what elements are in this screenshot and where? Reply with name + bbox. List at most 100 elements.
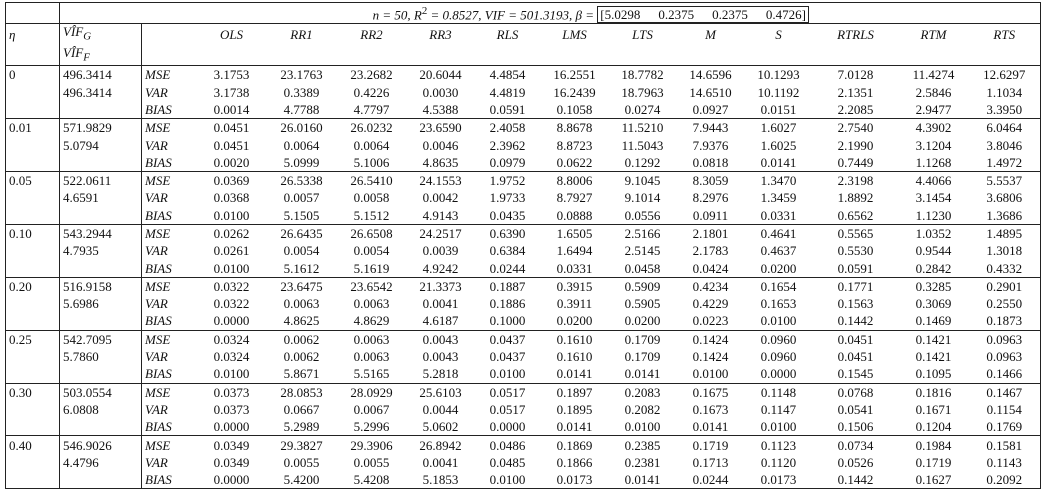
metric-label: VAR (145, 190, 168, 206)
value-cell: 2.1801 (676, 223, 745, 243)
metric-label: MSE (141, 170, 197, 190)
page: n = 50, R2 = 0.8527, VIF = 501.3193, β =… (5, 2, 1042, 489)
value-cell: 3.8046 (968, 136, 1042, 154)
value-cell: 7.0128 (837, 67, 874, 83)
value-cell: 0.0062 (283, 349, 320, 365)
value-cell: 4.7788 (283, 101, 320, 117)
value-cell: 0.0960 (744, 329, 813, 348)
value-cell: 0.4641 (744, 223, 813, 243)
value-cell: 0.1545 (837, 366, 874, 382)
value-cell: 2.5145 (624, 243, 661, 259)
method-header: OLS (219, 26, 244, 42)
value-cell: 0.0526 (837, 454, 874, 470)
value-cell: 0.0014 (213, 101, 250, 117)
cell (5, 100, 60, 119)
data-row: 0.10 543.2944 MSE 0.0262 26.6435 26.6508 24.25… (5, 223, 1042, 243)
value-cell: 0.4332 (968, 259, 1042, 278)
vif-cell: 571.9829 (59, 118, 142, 137)
bracket: ] (801, 7, 806, 23)
value-cell: 0.0057 (283, 190, 320, 206)
value-cell: 23.6590 (406, 118, 475, 137)
value-cell: 0.0451 (213, 137, 250, 153)
value-cell: 5.1512 (353, 207, 390, 223)
value-cell: 8.8678 (540, 118, 609, 137)
vif-cell: 4.6591 (59, 189, 142, 207)
data-row: 6.0808 VAR 0.0373 0.0667 0.0067 0.0044 0.0517 0… (5, 400, 1042, 419)
value-cell: 0.0100 (213, 207, 250, 223)
cell (59, 365, 142, 384)
method-header: LTS (632, 26, 653, 42)
value-cell: 18.7782 (621, 67, 664, 83)
value-cell: 2.1351 (837, 84, 874, 100)
value-cell: 0.9544 (915, 243, 952, 259)
value-cell: 1.1268 (915, 154, 952, 170)
vif-cell: 496.3414 (59, 83, 142, 101)
value-cell: 0.0173 (744, 471, 813, 489)
value-cell: 18.7963 (621, 84, 664, 100)
metric-label: VAR (145, 137, 168, 153)
data-row: 5.6986 VAR 0.0322 0.0063 0.0063 0.0041 0.1886 0… (5, 295, 1042, 313)
data-row: BIAS 0.0000 4.8625 4.8629 4.6187 0.1000 0.0200… (5, 312, 1042, 331)
metric-label: MSE (141, 118, 197, 137)
value-cell: 0.0591 (489, 101, 526, 117)
value-cell: 0.0200 (556, 313, 593, 329)
cell (5, 312, 60, 331)
value-cell: 0.2083 (608, 382, 677, 401)
value-cell: 2.2085 (837, 101, 874, 117)
header-row: VÎFF (5, 44, 1042, 67)
value-cell: 0.1143 (968, 453, 1042, 472)
value-cell: 0.0141 (556, 366, 593, 382)
value-cell: 0.5530 (837, 243, 874, 259)
value-cell: 0.0100 (760, 313, 797, 329)
value-cell: 0.0054 (353, 243, 390, 259)
value-cell: 4.3902 (898, 118, 969, 137)
value-cell: 0.2901 (968, 276, 1042, 296)
vif-cell: 516.9158 (59, 276, 142, 296)
value-cell: 0.0556 (624, 207, 661, 223)
cell (406, 44, 475, 67)
vif-cell: 4.4796 (59, 453, 142, 472)
value-cell: 0.2082 (624, 401, 661, 417)
cell (5, 2, 60, 24)
value-cell: 4.7797 (353, 101, 390, 117)
value-cell: 4.9242 (422, 260, 459, 276)
value-cell: 0.3069 (915, 296, 952, 312)
eta-cell: 0.05 (5, 170, 60, 190)
value-cell: 0.5565 (812, 223, 899, 243)
value-cell: 29.3827 (266, 435, 337, 454)
metric-label: BIAS (145, 101, 172, 117)
value-cell: 6.0464 (968, 118, 1042, 137)
value-cell: 23.2682 (350, 67, 393, 83)
value-cell: 0.1713 (692, 454, 729, 470)
vif-cell: 542.7095 (59, 329, 142, 348)
value-cell: 0.1895 (556, 401, 593, 417)
value-cell: 1.3470 (744, 170, 813, 190)
value-cell: 0.0100 (489, 366, 526, 382)
value-cell: 14.6596 (689, 67, 732, 83)
data-row: BIAS 0.0020 5.0999 5.1006 4.8635 0.0979 0.0622… (5, 153, 1042, 172)
value-cell: 0.4637 (760, 243, 797, 259)
value-cell: 0.1424 (692, 349, 729, 365)
value-cell: 3.6806 (968, 189, 1042, 207)
value-cell: 23.6475 (266, 276, 337, 296)
eta-cell: 0.30 (5, 382, 60, 401)
cell (5, 400, 60, 419)
value-cell: 0.0100 (213, 260, 250, 276)
data-row: BIAS 0.0000 5.2989 5.2996 5.0602 0.0000 0.0141… (5, 418, 1042, 436)
cell (5, 136, 60, 154)
value-cell: 1.6027 (744, 118, 813, 137)
value-cell: 11.4274 (912, 67, 955, 83)
value-cell: 3.1204 (915, 137, 952, 153)
value-cell: 0.0000 (213, 313, 250, 329)
value-cell: 0.0591 (837, 260, 874, 276)
metric-label: BIAS (145, 260, 172, 276)
value-cell: 0.1148 (744, 382, 813, 401)
vif-cell: 5.0794 (59, 136, 142, 154)
value-cell: 0.0517 (489, 401, 526, 417)
value-cell: 26.0160 (266, 118, 337, 137)
value-cell: 0.0200 (624, 313, 661, 329)
value-cell: 5.4208 (336, 471, 407, 489)
cell (5, 365, 60, 384)
value-cell: 0.3915 (540, 276, 609, 296)
value-cell: 0.0064 (283, 137, 320, 153)
